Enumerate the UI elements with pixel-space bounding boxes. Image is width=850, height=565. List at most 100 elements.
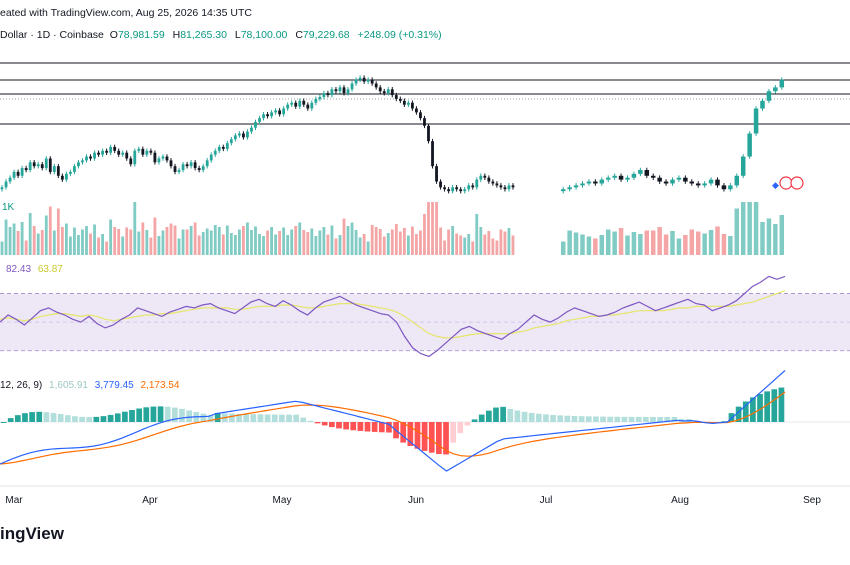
vol-a-volume-bar <box>463 237 467 255</box>
candle-a-candle <box>290 102 294 105</box>
vol-a-volume-bar <box>298 222 302 255</box>
vol-b-volume-bar <box>560 241 566 255</box>
vol-a-volume-bar <box>185 229 189 255</box>
candle-a-candle <box>314 98 318 103</box>
macd-hist-bar <box>621 416 628 422</box>
vol-a-volume-bar <box>374 227 378 255</box>
macd-hist-bar <box>750 397 756 422</box>
vol-b-volume-bar <box>683 235 688 255</box>
candle-a-candle <box>479 175 483 180</box>
tradingview-logo: ingView <box>0 524 64 543</box>
macd-hist-bar <box>64 415 71 422</box>
vol-a-volume-bar <box>189 226 193 255</box>
vol-a-volume-bar <box>165 227 169 255</box>
vol-a-volume-bar <box>406 235 410 255</box>
macd-hist-bar <box>742 401 749 422</box>
candle-a-candle <box>467 185 471 190</box>
candle-a-candle <box>250 127 253 132</box>
macd-hist-bar <box>86 417 93 422</box>
macd-hist-bar <box>457 422 464 434</box>
candle-a-candle <box>201 166 205 171</box>
vol-a-volume-bar <box>77 235 80 255</box>
candle-b-candle <box>605 177 611 180</box>
candle-a-candle <box>169 160 173 167</box>
vol-a-volume-bar <box>36 233 40 255</box>
vol-a-volume-bar <box>370 225 374 255</box>
ohlc-open-label: O <box>109 29 118 41</box>
macd-hist-bar <box>314 422 321 424</box>
vol-a-volume-bar <box>197 235 201 255</box>
macd-hist-bar <box>578 416 585 422</box>
vol-a-volume-bar <box>93 224 96 255</box>
candle-a-candle <box>93 152 96 159</box>
vol-a-volume-bar <box>270 227 273 255</box>
vol-a-volume-bar <box>201 232 205 255</box>
macd-hist-bar <box>528 412 535 422</box>
candle-a-candle <box>121 152 125 155</box>
candle-b-candle <box>599 179 605 184</box>
macd-legend: 12, 26, 9) 1,605.91 3,779.45 2,173.54 <box>0 380 179 391</box>
vol-a-volume-bar <box>479 227 483 255</box>
vol-a-volume-bar <box>330 225 334 255</box>
candle-b-candle <box>657 177 662 182</box>
candle-a-candle <box>89 156 92 159</box>
candle-a-candle <box>463 189 467 192</box>
macd-hist-bar <box>614 416 621 422</box>
vol-a-volume-bar <box>85 226 88 255</box>
macd-hist-bar <box>114 413 121 422</box>
vol-a-volume-bar <box>101 234 105 255</box>
vol-a-volume-bar <box>447 229 451 255</box>
vol-a-volume-bar <box>24 240 28 255</box>
vol-a-volume-bar <box>161 230 165 255</box>
ohlc-low: L78,100.00 <box>235 29 290 41</box>
macd-hist-bar <box>286 414 292 422</box>
candle-b-candle <box>734 175 740 186</box>
vol-b-volume-bar <box>715 226 720 255</box>
macd-hist-bar <box>264 414 271 422</box>
ohlc-high: H81,265.30 <box>173 29 230 41</box>
vol-b-volume-bar <box>650 230 656 255</box>
candle-b-candle <box>586 181 592 184</box>
vol-a-volume-bar <box>499 229 503 255</box>
vol-b-volume-bar <box>605 229 611 255</box>
candle-a-candle <box>193 162 197 169</box>
vol-a-volume-bar <box>394 224 398 255</box>
vol-b-volume-bar <box>734 208 740 255</box>
candle-b-candle <box>779 79 785 88</box>
ohlc-open: O78,981.59 <box>110 29 168 41</box>
macd-hist-bar <box>386 422 392 433</box>
ohlc-high-label: H <box>172 29 181 41</box>
vol-a-volume-bar <box>266 230 269 255</box>
vol-a-volume-bar <box>169 223 173 255</box>
vol-a-volume-bar <box>415 234 418 255</box>
macd-hist-bar <box>300 417 307 422</box>
vol-a-volume-bar <box>117 229 121 255</box>
candle-a-candle <box>213 150 217 155</box>
candle-a-candle <box>378 87 382 92</box>
candle-b-candle <box>753 108 759 134</box>
candle-b-candle <box>580 183 585 186</box>
vol-a-volume-bar <box>366 241 370 255</box>
candle-a-candle <box>161 156 165 159</box>
candle-a-candle <box>81 160 84 163</box>
candle-a-candle <box>475 179 479 188</box>
vol-a-volume-bar <box>69 236 72 255</box>
candle-a-candle <box>499 185 503 188</box>
candle-a-candle <box>85 156 88 161</box>
macd-hist-bar <box>50 412 57 422</box>
candle-a-candle <box>471 185 475 188</box>
ohlc-close: C79,229.68 <box>295 29 352 41</box>
macd-hist-bar <box>414 422 421 449</box>
macd-hist-bar <box>757 394 763 422</box>
vol-a-volume-bar <box>16 231 20 255</box>
vol-a-volume-bar <box>475 214 479 255</box>
vol-b-volume-bar <box>702 233 707 255</box>
vol-a-volume-bar <box>258 234 261 255</box>
vol-a-volume-bar <box>4 219 8 255</box>
macd-hist-bar <box>307 420 314 422</box>
macd-hist-bar <box>364 422 371 432</box>
vol-a-volume-bar <box>471 241 475 255</box>
macd-hist-bar <box>478 414 485 422</box>
vol-a-volume-bar <box>157 236 161 255</box>
